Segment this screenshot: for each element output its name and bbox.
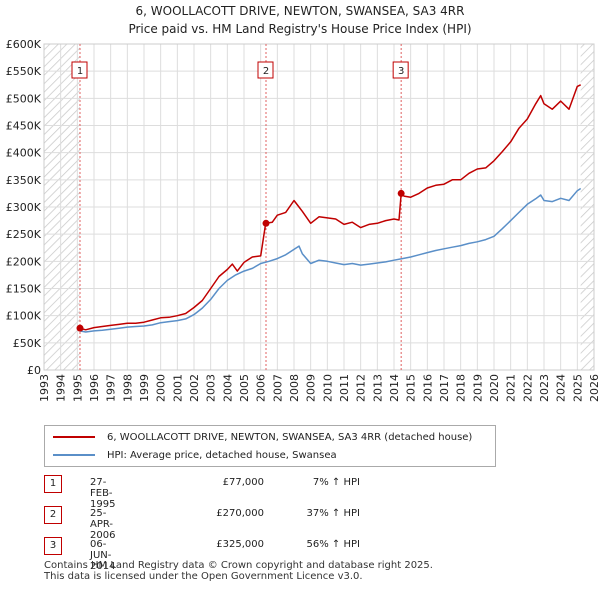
transaction-price: £325,000 [216, 539, 264, 550]
transaction-marker-box [257, 61, 274, 79]
transaction-marker-box [71, 61, 88, 79]
transaction-marker-label: 3 [398, 66, 404, 77]
transaction-price: £270,000 [216, 508, 264, 519]
x-tick-label: 1998 [121, 374, 134, 402]
x-tick-label: 2016 [421, 374, 434, 402]
legend-item-hpi: HPI: Average price, detached house, Swan… [53, 447, 337, 463]
x-tick-label: 2011 [338, 374, 351, 402]
x-tick-label: 2014 [388, 374, 401, 402]
x-tick-label: 2024 [555, 374, 568, 402]
transaction-number-badge: 3 [44, 537, 62, 555]
x-tick-label: 2026 [588, 374, 600, 402]
x-tick-label: 2005 [238, 374, 251, 402]
transaction-point [397, 189, 405, 197]
x-tick-label: 1995 [71, 374, 84, 402]
x-tick-label: 2023 [538, 374, 551, 402]
y-tick-label: £400K [6, 147, 42, 160]
transaction-date: 25-APR-2006 [90, 508, 116, 541]
legend: 6, WOOLLACOTT DRIVE, NEWTON, SWANSEA, SA… [44, 425, 496, 467]
transaction-marker-label: 1 [77, 66, 83, 77]
series-line [79, 187, 582, 333]
y-tick-label: £200K [6, 255, 42, 268]
y-tick-label: £550K [6, 65, 42, 78]
y-tick-label: £600K [6, 38, 42, 51]
title-line-1: 6, WOOLLACOTT DRIVE, NEWTON, SWANSEA, SA… [135, 4, 465, 18]
x-tick-label: 2013 [371, 374, 384, 402]
x-tick-label: 2017 [438, 374, 451, 402]
x-tick-label: 2018 [455, 374, 468, 402]
y-tick-label: £100K [6, 310, 42, 323]
x-tick-label: 2006 [255, 374, 268, 402]
footer: Contains HM Land Registry data © Crown c… [44, 560, 433, 582]
y-tick-label: £250K [6, 228, 42, 241]
x-tick-label: 2004 [221, 374, 234, 402]
transaction-number-badge: 2 [44, 506, 62, 524]
x-tick-label: 2001 [171, 374, 184, 402]
x-tick-label: 2021 [505, 374, 518, 402]
transaction-point [76, 324, 84, 332]
x-tick-label: 2008 [288, 374, 301, 402]
x-tick-label: 2010 [321, 374, 334, 402]
transaction-marker-label: 2 [263, 66, 269, 77]
title-line-2: Price paid vs. HM Land Registry's House … [128, 22, 472, 36]
price-chart: £0 £50K £100K £150K £200K £250K £300K £350K £400… [6, 38, 600, 402]
y-tick-label: £350K [6, 174, 42, 187]
x-tick-label: 1999 [138, 374, 151, 402]
y-tick-label: £450K [6, 120, 42, 133]
x-tick-label: 2019 [471, 374, 484, 402]
legend-item-property: 6, WOOLLACOTT DRIVE, NEWTON, SWANSEA, SA… [53, 429, 472, 445]
x-tick-label: 1997 [105, 374, 118, 402]
transaction-date: 06-JUN-2014 [90, 539, 116, 572]
transaction-hpi-change: 7% ↑ HPI [312, 477, 360, 488]
x-tick-label: 2020 [488, 374, 501, 402]
x-tick-label: 2000 [155, 374, 168, 402]
x-tick-label: 2002 [188, 374, 201, 402]
transaction-price: £77,000 [222, 477, 264, 488]
x-tick-label: 2003 [205, 374, 218, 402]
transaction-date: 27-FEB-1995 [90, 477, 116, 510]
transaction-hpi-change: 37% ↑ HPI [306, 508, 360, 519]
x-tick-label: 2015 [405, 374, 418, 402]
transaction-number-badge: 1 [44, 475, 62, 493]
x-tick-label: 2012 [355, 374, 368, 402]
transaction-marker-box [392, 61, 409, 79]
legend-label-property: 6, WOOLLACOTT DRIVE, NEWTON, SWANSEA, SA… [107, 431, 473, 443]
y-tick-label: £50K [13, 337, 42, 350]
x-tick-label: 2007 [271, 374, 284, 402]
x-tick-label: 2025 [571, 374, 584, 402]
x-tick-label: 1996 [88, 374, 101, 402]
x-tick-label: 1993 [38, 374, 51, 402]
x-tick-label: 1994 [55, 374, 68, 402]
chart-title: 6, WOOLLACOTT DRIVE, NEWTON, SWANSEA, SA… [0, 2, 600, 38]
footer-licence: This data is licensed under the Open Gov… [44, 571, 363, 582]
y-tick-label: £150K [6, 283, 42, 296]
y-tick-label: £300K [6, 201, 42, 214]
legend-swatch-hpi [53, 454, 95, 456]
x-tick-label: 2022 [521, 374, 534, 402]
x-tick-label: 2009 [305, 374, 318, 402]
y-tick-label: £0 [27, 364, 41, 377]
series-line [79, 84, 582, 331]
transaction-hpi-change: 56% ↑ HPI [306, 539, 360, 550]
y-tick-label: £500K [6, 92, 42, 105]
transaction-point [262, 219, 270, 227]
footer-copyright: Contains HM Land Registry data © Crown c… [44, 560, 433, 571]
legend-label-hpi: HPI: Average price, detached house, Swan… [107, 449, 337, 461]
plot-border [43, 43, 595, 371]
legend-swatch-property [53, 436, 95, 438]
